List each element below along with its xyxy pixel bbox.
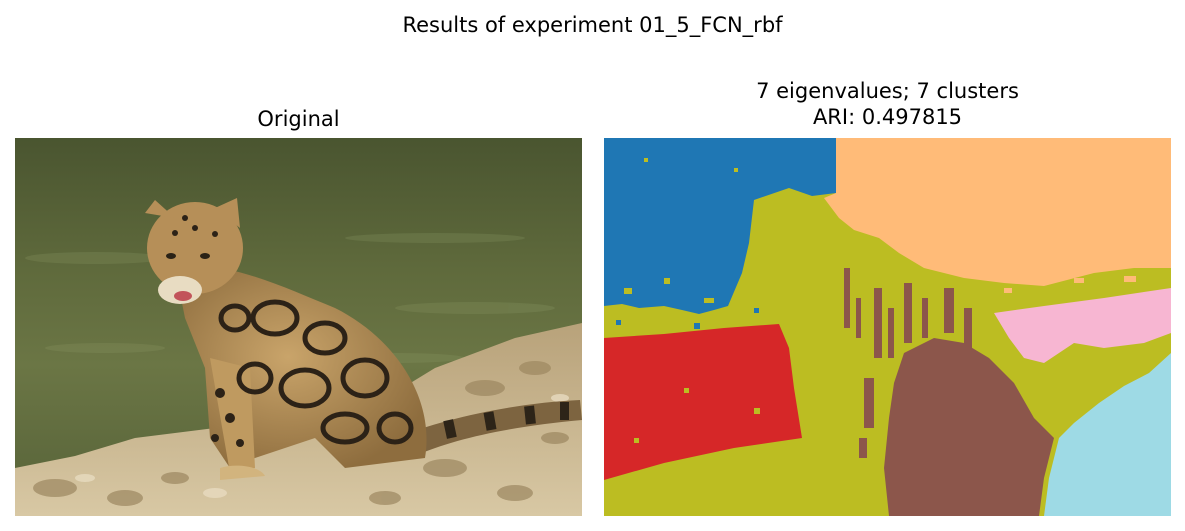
cluster-blue-speckles <box>616 308 759 329</box>
cluster-label-image <box>604 138 1171 516</box>
cluster-olive-speckles <box>624 158 760 443</box>
segmentation-map <box>604 138 1171 516</box>
cluster-cyan-region <box>1044 353 1171 516</box>
original-image <box>15 138 582 516</box>
leopard-spots <box>172 215 244 447</box>
cluster-brown-region <box>884 338 1054 516</box>
figure-title: Results of experiment 01_5_FCN_rbf <box>402 13 783 37</box>
cluster-peach-region <box>824 138 1171 286</box>
segmentation-title-line-2: ARI: 0.497815 <box>812 105 963 129</box>
cluster-red-region <box>604 324 802 480</box>
leopard-paw <box>220 465 265 480</box>
leopard-head <box>147 202 243 294</box>
leopard-left-ear <box>145 200 175 218</box>
segmentation-panel-title: 7 eigenvalues; 7 clusters ARI: 0.497815 <box>604 78 1171 130</box>
segmentation-title-line-1: 7 eigenvalues; 7 clusters <box>756 79 1019 103</box>
tail-rings <box>443 402 569 439</box>
cluster-brown-speckles <box>844 268 972 458</box>
cluster-peach-speckles <box>1004 276 1136 293</box>
cluster-blue-region <box>604 138 836 314</box>
leopard-rosettes <box>218 299 414 445</box>
leopard-mouth <box>174 291 192 301</box>
rocks <box>33 361 569 506</box>
leopard-right-ear <box>215 198 240 228</box>
original-panel-title: Original <box>257 107 340 131</box>
leopard-photo <box>15 138 582 516</box>
leopard-eyes <box>166 253 210 259</box>
cluster-pink-region <box>994 288 1171 363</box>
